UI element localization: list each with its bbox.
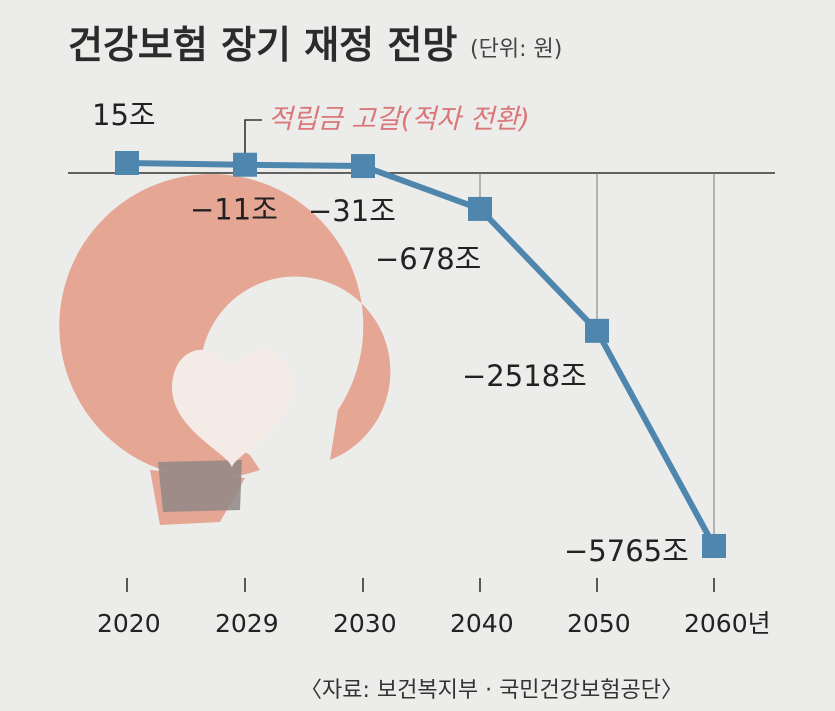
data-label: 15조 xyxy=(92,98,156,132)
heart-logo-icon xyxy=(59,174,391,525)
x-tick-label: 2029 xyxy=(215,609,279,638)
data-point-2020 xyxy=(115,151,139,175)
x-tick-label: 2050 xyxy=(567,609,631,638)
chart-title: 건강보험 장기 재정 전망 xyxy=(68,23,457,67)
series-line xyxy=(126,160,717,548)
data-point-2030 xyxy=(351,154,375,179)
x-tick-label: 2060년 xyxy=(684,609,771,638)
source-note: 〈자료: 보건복지부 · 국민건강보험공단〉 xyxy=(300,678,683,703)
data-label: −11조 xyxy=(190,193,278,227)
data-labels: 15조 −11조 −31조 −678조 −2518조 −5765조 xyxy=(92,98,689,568)
data-label: −31조 xyxy=(308,194,396,228)
x-tick-label: 2020 xyxy=(97,609,161,638)
x-tick-label: 2030 xyxy=(333,609,397,638)
data-point-2040 xyxy=(468,196,492,221)
x-tick-label: 2040 xyxy=(450,609,514,638)
annotation-label: 적립금 고갈(적자 전환) xyxy=(268,104,530,135)
data-point-2060 xyxy=(702,534,726,558)
annotation-bracket xyxy=(244,119,262,165)
data-label: −678조 xyxy=(375,242,481,276)
x-axis-ticks: 2020 2029 2030 2040 2050 2060년 xyxy=(97,578,771,638)
data-points xyxy=(115,151,726,558)
data-label: −2518조 xyxy=(462,359,587,393)
series-polyline xyxy=(126,160,717,548)
unit-label: (단위: 원) xyxy=(470,37,562,62)
data-point-2029 xyxy=(233,152,257,177)
data-label: −5765조 xyxy=(564,534,689,568)
data-point-2050 xyxy=(585,318,609,343)
